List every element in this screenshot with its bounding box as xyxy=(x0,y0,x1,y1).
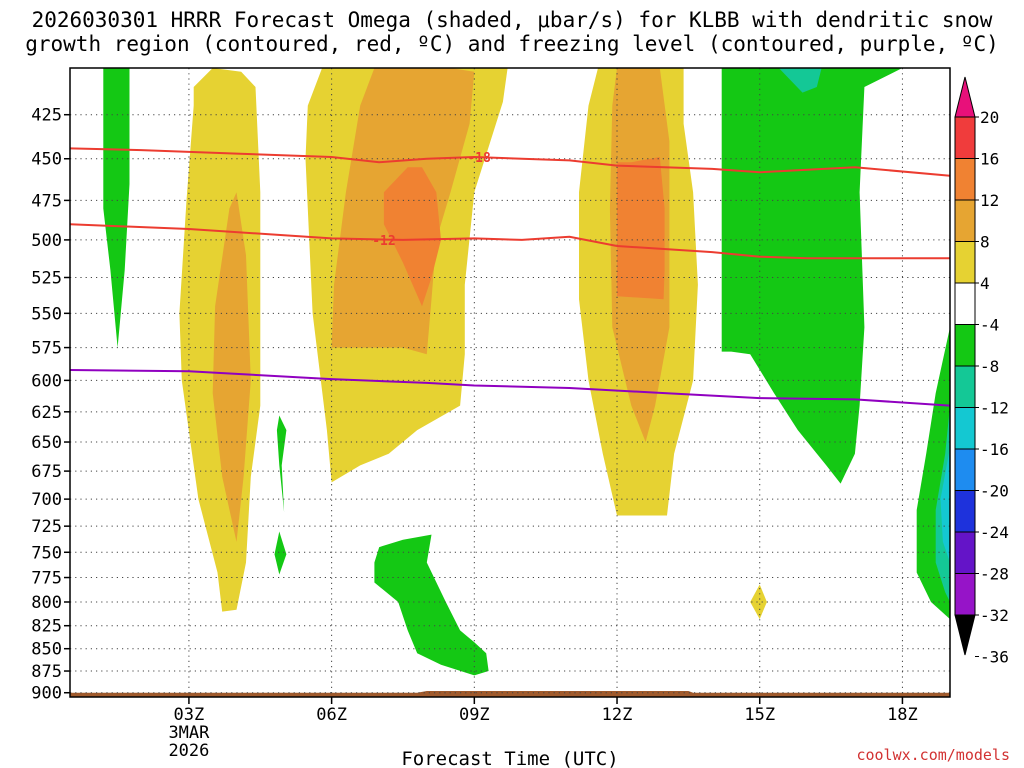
x-axis-label: Forecast Time (UTC) xyxy=(401,748,618,768)
y-tick-label-825: 825 xyxy=(31,617,62,637)
colorbar-top-arrow xyxy=(954,76,976,118)
omega-region-11 xyxy=(274,531,287,575)
colorbar-swatch-5 xyxy=(954,282,976,325)
colorbar-swatch-6 xyxy=(954,324,976,367)
colorbar-tick-label-13: -36 xyxy=(980,648,1009,667)
x-tick-label-03Z: 03Z xyxy=(174,705,205,725)
omega-region-9 xyxy=(103,68,130,348)
colorbar-swatch-11 xyxy=(954,531,976,574)
y-tick-label-850: 850 xyxy=(31,640,62,660)
colorbar-tick-label-8: -16 xyxy=(980,440,1009,459)
omega-region-17 xyxy=(940,447,950,563)
colorbar-tick-label-4: 4 xyxy=(980,274,990,293)
y-axis: 425 450 475 500 525 550 575 600 625 650 675 700 725 7… xyxy=(31,106,70,704)
colorbar-tick-label-0: 20 xyxy=(980,108,999,127)
y-tick-label-875: 875 xyxy=(31,662,62,682)
colorbar-swatch-3 xyxy=(954,199,976,242)
colorbar-tick-label-10: -24 xyxy=(980,523,1009,542)
y-tick-label-675: 675 xyxy=(31,462,62,482)
x-tick-date: 3MAR xyxy=(168,723,210,743)
omega-region-12 xyxy=(374,534,489,676)
y-tick-label-425: 425 xyxy=(31,106,62,126)
y-tick-label-650: 650 xyxy=(31,433,62,453)
omega-region-14 xyxy=(778,68,822,93)
y-tick-label-750: 750 xyxy=(31,543,62,563)
colorbar-tick-label-9: -20 xyxy=(980,482,1009,501)
x-tick-label-09Z: 09Z xyxy=(459,705,490,725)
y-tick-label-725: 725 xyxy=(31,517,62,537)
omega-region-8 xyxy=(750,584,767,620)
contour-line-2 xyxy=(70,369,950,407)
y-tick-label-450: 450 xyxy=(31,150,62,170)
colorbar-tick-label-11: -28 xyxy=(980,565,1009,584)
contour-line-0 xyxy=(70,147,950,177)
colorbar-tick-label-3: 8 xyxy=(980,233,990,252)
omega-region-7 xyxy=(617,157,665,300)
y-tick-label-550: 550 xyxy=(31,304,62,324)
colorbar-swatch-8 xyxy=(954,407,976,450)
omega-region-4 xyxy=(383,167,441,307)
omega-region-1 xyxy=(212,192,251,542)
contour-label-1: -12 xyxy=(372,234,395,249)
contour-lines: -18 -12 xyxy=(70,147,950,407)
colorbar-swatch-9 xyxy=(954,448,976,491)
y-tick-label-775: 775 xyxy=(31,569,62,589)
colorbar-bottom-arrow xyxy=(954,614,976,656)
x-tick-label-06Z: 06Z xyxy=(316,705,347,725)
colorbar-swatch-4 xyxy=(954,241,976,284)
y-tick-label-900: 900 xyxy=(31,684,62,704)
colorbar-swatch-12 xyxy=(954,573,976,616)
y-tick-label-475: 475 xyxy=(31,191,62,211)
colorbar-tick-label-1: 16 xyxy=(980,150,999,169)
y-tick-label-700: 700 xyxy=(31,490,62,510)
colorbar-tick-label-2: 12 xyxy=(980,191,999,210)
y-tick-label-500: 500 xyxy=(31,231,62,251)
y-tick-label-600: 600 xyxy=(31,371,62,391)
x-tick-year: 2026 xyxy=(168,741,209,761)
colorbar-tick-label-6: -8 xyxy=(980,357,999,376)
y-tick-label-625: 625 xyxy=(31,403,62,423)
omega-region-10 xyxy=(276,415,287,513)
x-tick-label-12Z: 12Z xyxy=(602,705,633,725)
colorbar-tick-label-7: -12 xyxy=(980,399,1009,418)
contour-line-1 xyxy=(70,223,950,260)
colorbar: 20 16 12 8 4 -4 -8 -12 -16 -20 -24 -28 -32 -36 xyxy=(954,76,1009,667)
terrain xyxy=(70,691,950,697)
colorbar-swatch-7 xyxy=(954,365,976,408)
colorbar-tick-label-5: -4 xyxy=(980,316,999,335)
title-line-2: growth region (contoured, red, ºC) and f… xyxy=(25,32,999,56)
y-tick-label-800: 800 xyxy=(31,593,62,613)
credit-text: coolwx.com/models xyxy=(856,746,1010,764)
y-tick-label-525: 525 xyxy=(31,268,62,288)
chart-title: 2026030301 HRRR Forecast Omega (shaded, … xyxy=(0,8,1024,56)
colorbar-tick-label-12: -32 xyxy=(980,606,1009,625)
title-line-1: 2026030301 HRRR Forecast Omega (shaded, … xyxy=(31,8,993,32)
omega-region-13 xyxy=(721,68,903,484)
contour-label-0: -18 xyxy=(467,151,491,166)
colorbar-swatch-1 xyxy=(954,116,976,159)
x-tick-label-15Z: 15Z xyxy=(744,705,775,725)
colorbar-swatch-10 xyxy=(954,490,976,533)
terrain-strip xyxy=(70,691,950,697)
y-tick-label-575: 575 xyxy=(31,339,62,359)
x-tick-label-18Z: 18Z xyxy=(887,705,918,725)
colorbar-swatch-2 xyxy=(954,158,976,201)
plot-frame xyxy=(69,67,951,698)
